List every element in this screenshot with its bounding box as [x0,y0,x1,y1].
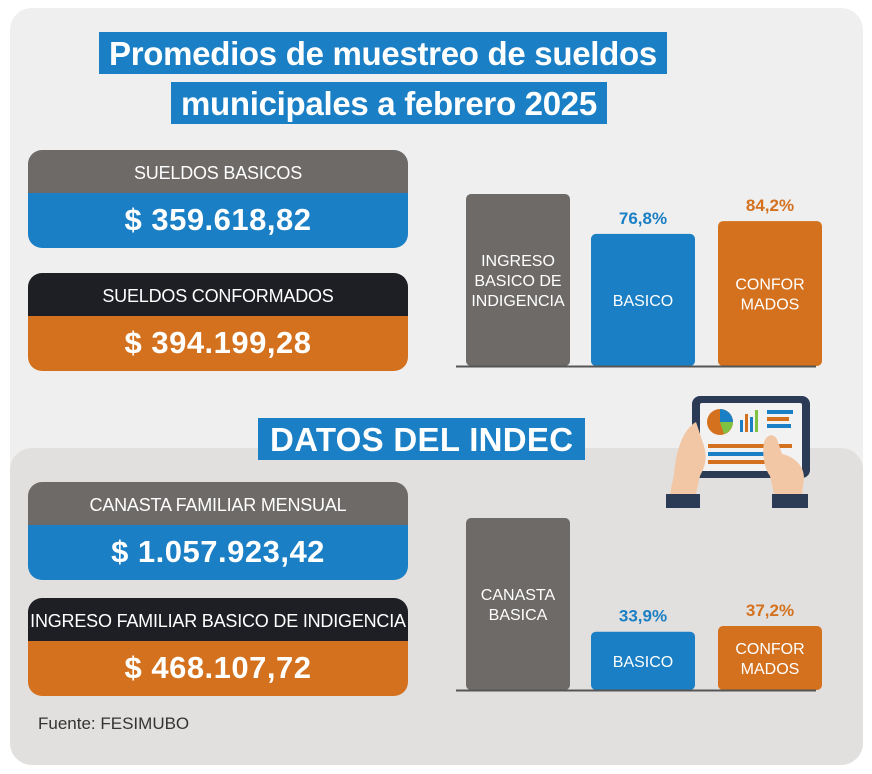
source-note: Fuente: FESIMUBO [38,714,190,733]
sueldos-conformados-value: $ 394.199,28 [28,316,408,371]
title-line-1: Promedios de muestreo de sueldos [99,32,667,74]
chart-sueldos-vs-canasta: CANASTA BASICA BASICO 33,9% CONFOR MADOS 37,2% [446,510,826,696]
indec-section-title: DATOS DEL INDEC [258,418,586,460]
bar-chart-svg: INGRESO BASICO DE INDIGENCIA BASICO 76,8% CON… [456,194,822,368]
bar-2 [718,221,822,366]
bar-label-0: CANASTA BASICA [481,587,556,624]
value-label-1: 76,8% [619,209,667,228]
canasta-familiar-value: $ 1.057.923,42 [28,525,408,580]
value-label-2: 37,2% [746,601,794,620]
sueldos-conformados-box: SUELDOS CONFORMADOS $ 394.199,28 [28,273,408,371]
sueldos-basicos-label: SUELDOS BASICOS [28,150,408,193]
bar-label-1: BASICO [613,654,673,671]
sueldos-basicos-box: SUELDOS BASICOS $ 359.618,82 [28,150,408,248]
canasta-familiar-box: CANASTA FAMILIAR MENSUAL $ 1.057.923,42 [28,482,408,580]
bar-1 [591,631,695,690]
bar-label-2: CONFOR MADOS [735,641,804,678]
bar-chart-svg: CANASTA BASICA BASICO 33,9% CONFOR MADOS 37,2% [456,518,822,692]
tablet-hands-icon [666,396,810,508]
ingreso-indigencia-value: $ 468.107,72 [28,641,408,696]
sueldos-conformados-label: SUELDOS CONFORMADOS [28,273,408,316]
value-label-1: 33,9% [619,607,667,626]
bar-label-1: BASICO [613,293,673,310]
bar-2 [718,626,822,690]
canasta-familiar-label: CANASTA FAMILIAR MENSUAL [28,482,408,525]
chart-sueldos-vs-indigencia: INGRESO BASICO DE INDIGENCIA BASICO 76,8% CON… [446,186,826,372]
ingreso-indigencia-label: INGRESO FAMILIAR BASICO DE INDIGENCIA [28,598,408,641]
title-line-2: municipales a febrero 2025 [171,82,607,124]
bar-0 [466,518,570,690]
bar-1 [591,233,695,366]
bar-label-2: CONFOR MADOS [735,277,804,314]
sueldos-basicos-value: $ 359.618,82 [28,193,408,248]
value-label-2: 84,2% [746,196,794,215]
bar-0 [466,194,570,366]
bar-label-0: INGRESO BASICO DE INDIGENCIA [471,253,565,310]
ingreso-indigencia-box: INGRESO FAMILIAR BASICO DE INDIGENCIA $ … [28,598,408,696]
